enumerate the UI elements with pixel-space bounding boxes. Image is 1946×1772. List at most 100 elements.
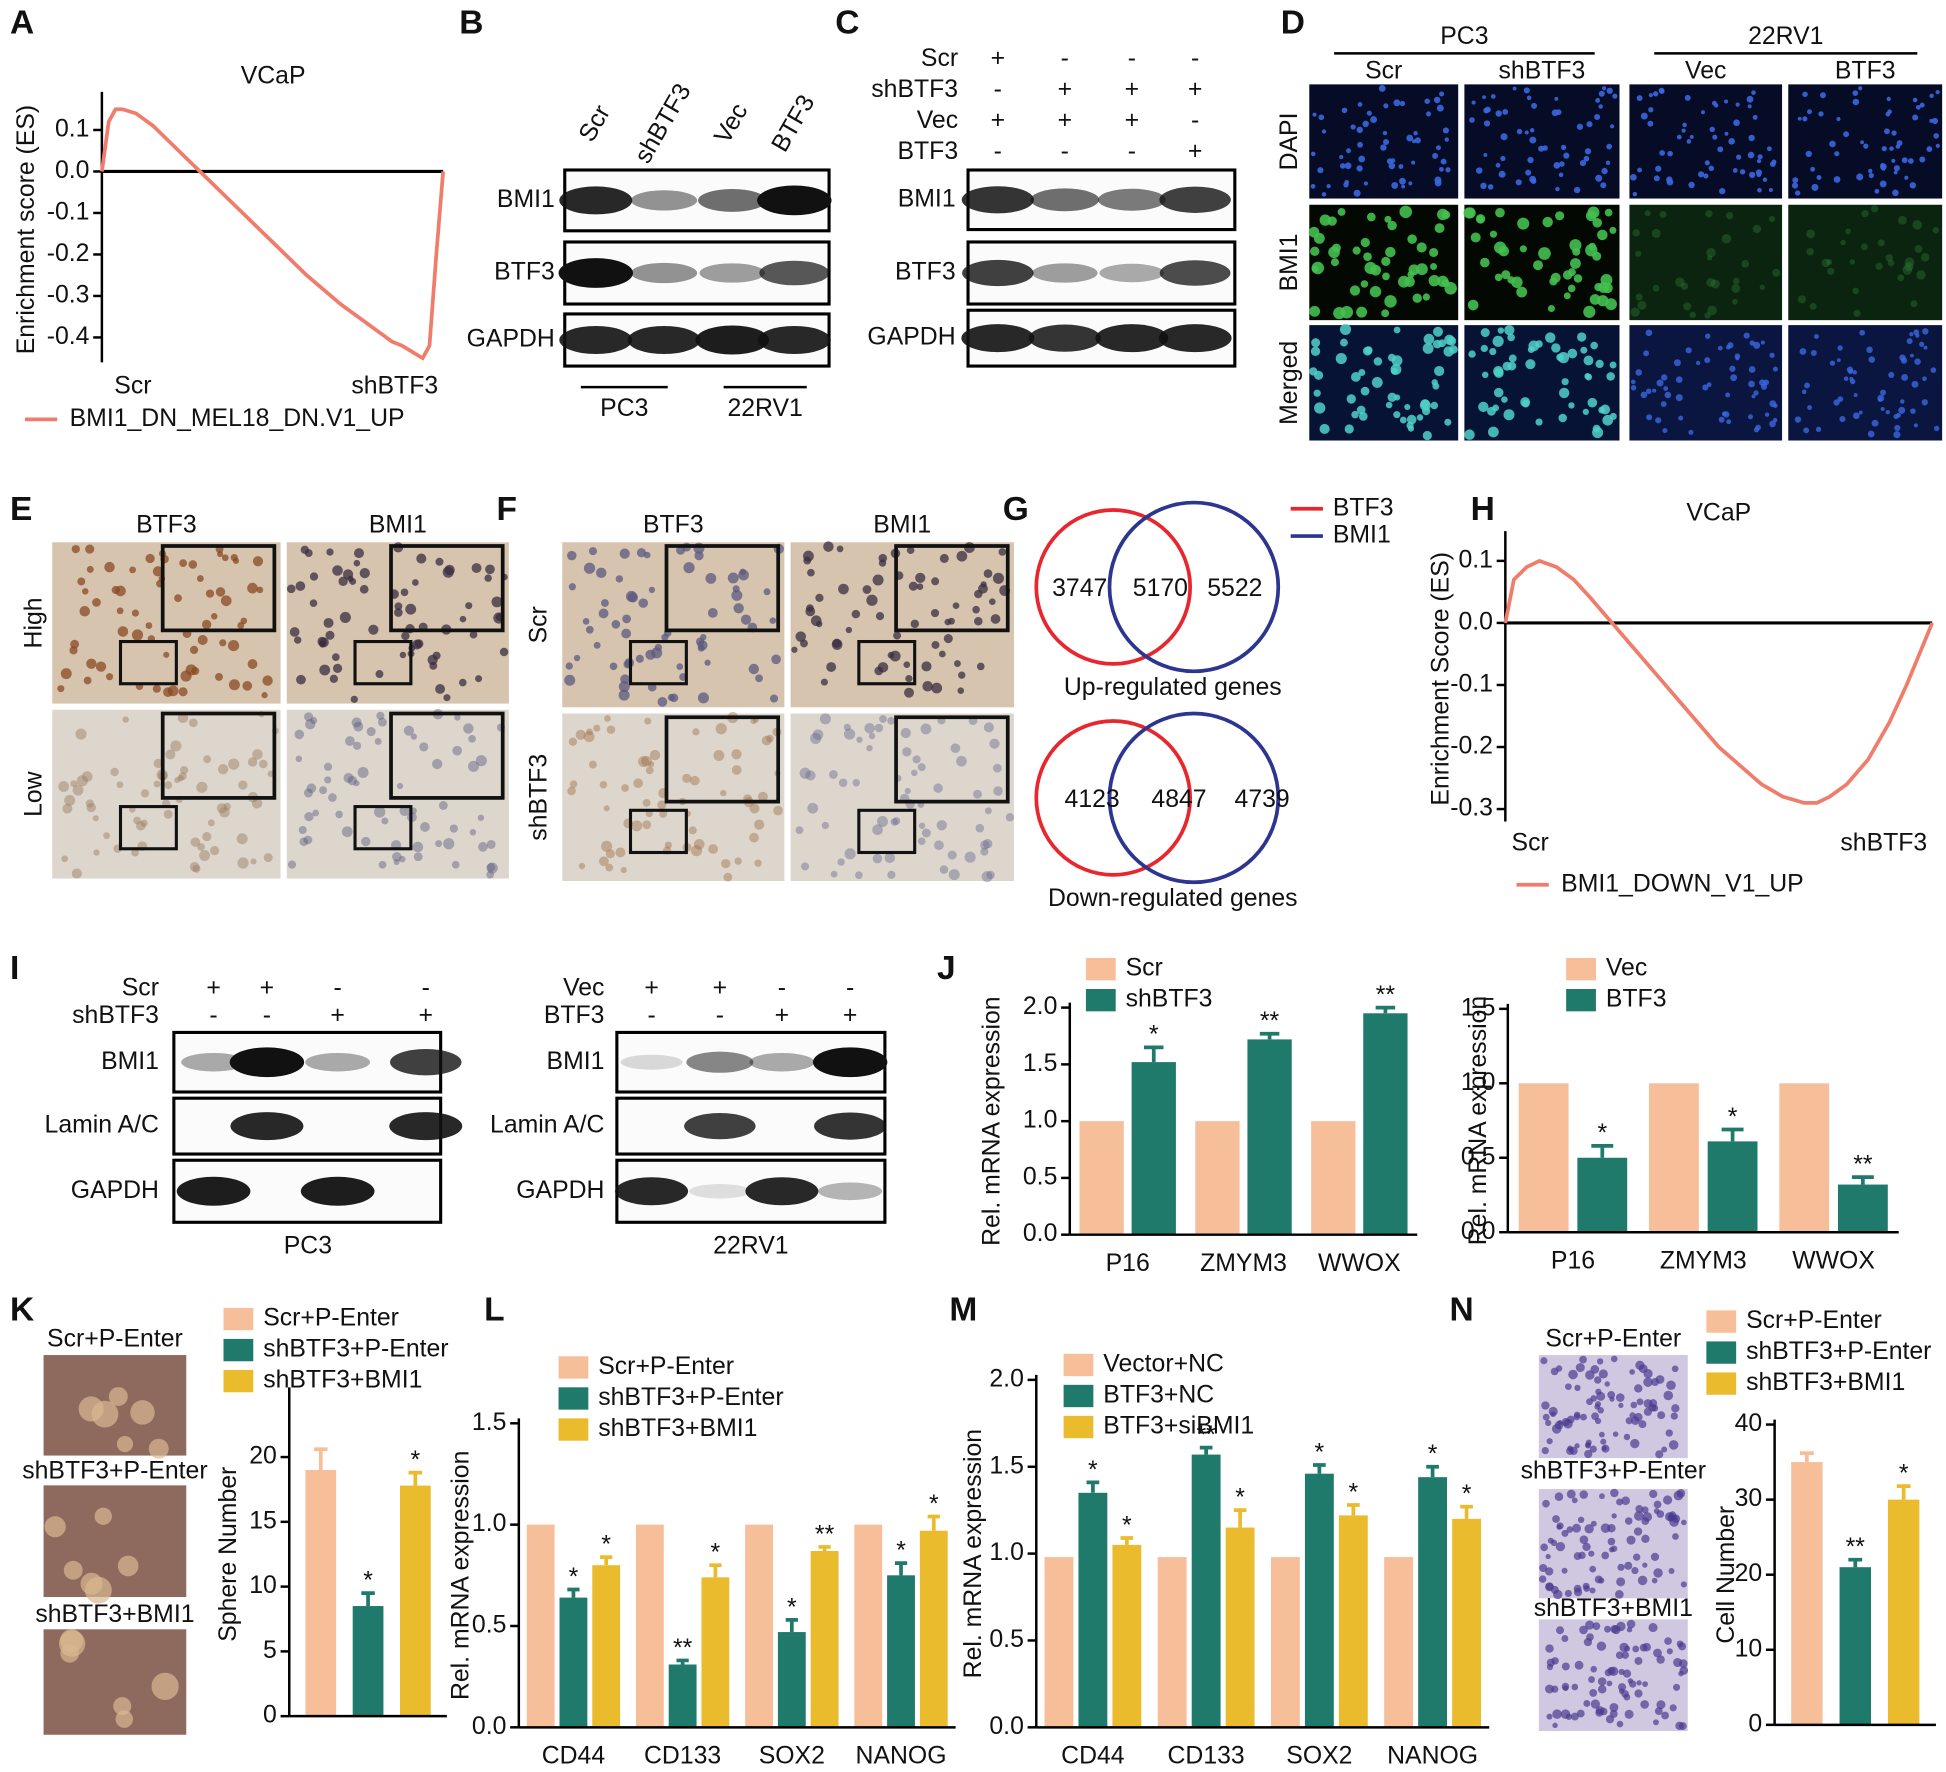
cell xyxy=(240,617,248,625)
cell xyxy=(1874,188,1880,194)
cell xyxy=(1363,181,1369,186)
cell xyxy=(1357,141,1363,148)
cell xyxy=(564,674,576,686)
cell xyxy=(1567,284,1576,293)
cell xyxy=(293,636,302,644)
cell xyxy=(1678,415,1684,421)
cell xyxy=(1622,1669,1632,1678)
cell xyxy=(1681,1519,1687,1526)
cell xyxy=(1632,191,1638,197)
venn-count: 4847 xyxy=(1151,786,1206,813)
cell xyxy=(1393,99,1401,107)
cell xyxy=(1922,376,1927,382)
cell xyxy=(715,723,727,735)
cell xyxy=(312,809,320,817)
cell xyxy=(1911,380,1919,388)
cell xyxy=(771,654,781,665)
cell xyxy=(1900,357,1908,364)
cell xyxy=(1633,1527,1643,1536)
cell xyxy=(1730,374,1738,382)
cell xyxy=(1561,1635,1569,1642)
cell xyxy=(1806,229,1816,239)
cell xyxy=(79,606,90,617)
cell xyxy=(1561,1662,1570,1671)
cell xyxy=(412,841,424,853)
cell xyxy=(178,772,187,781)
significance: ** xyxy=(1846,1534,1866,1561)
cell xyxy=(1853,309,1861,317)
y-tick-label: 0.1 xyxy=(1458,546,1492,573)
cell xyxy=(1867,430,1875,438)
cell xyxy=(900,727,911,739)
cell xyxy=(621,628,632,639)
cell xyxy=(1729,365,1736,372)
cell xyxy=(1852,90,1859,96)
cell xyxy=(1630,385,1637,391)
cell xyxy=(1826,259,1833,266)
cell xyxy=(981,871,993,882)
cell xyxy=(338,576,348,587)
cell xyxy=(93,849,100,856)
cell xyxy=(1885,254,1893,262)
cell xyxy=(1881,166,1886,171)
cell xyxy=(393,608,403,617)
cell xyxy=(1640,1700,1649,1709)
cell xyxy=(1599,1493,1605,1500)
cell xyxy=(916,583,924,591)
cell xyxy=(1656,1700,1666,1710)
bar xyxy=(1195,1121,1240,1235)
cell xyxy=(838,583,849,595)
cell xyxy=(350,695,358,703)
x-end-label: shBTF3 xyxy=(351,373,438,400)
cell xyxy=(376,711,385,720)
cell xyxy=(263,853,273,863)
cell xyxy=(1879,180,1887,188)
condition-sign: - xyxy=(1191,107,1199,134)
cell xyxy=(108,1387,128,1406)
column-label: BTF3 xyxy=(1835,58,1896,85)
cell xyxy=(468,760,480,772)
bar xyxy=(1839,1567,1872,1725)
blot-band xyxy=(630,190,698,211)
y-tick-label: -0.4 xyxy=(47,323,90,350)
cell xyxy=(1416,263,1428,276)
cell xyxy=(1313,389,1321,397)
roi xyxy=(353,639,413,686)
cell xyxy=(1551,343,1561,353)
cell xyxy=(400,588,409,597)
cell xyxy=(1675,376,1683,383)
cell xyxy=(1680,1581,1687,1588)
cell xyxy=(1910,408,1916,414)
cell xyxy=(1468,350,1476,358)
cell xyxy=(1408,181,1413,186)
bar xyxy=(777,1632,806,1728)
cell xyxy=(394,602,403,611)
cell xyxy=(1349,285,1361,296)
cell xyxy=(359,584,369,594)
cell xyxy=(427,654,438,666)
panel-label: F xyxy=(496,491,516,528)
cell xyxy=(1545,1684,1554,1694)
cell xyxy=(1664,391,1672,399)
cell xyxy=(1904,257,1915,267)
cell xyxy=(130,1400,155,1425)
cell xyxy=(1709,126,1715,133)
cell xyxy=(1490,94,1496,99)
legend-label: shBTF3+P-Enter xyxy=(263,1336,448,1363)
cell xyxy=(1504,324,1515,336)
cell xyxy=(328,793,337,802)
cell xyxy=(1658,87,1665,94)
bar xyxy=(1791,1462,1823,1725)
cell xyxy=(115,1710,133,1728)
condition-sign: - xyxy=(1128,45,1136,72)
cell xyxy=(1818,111,1824,117)
error-bar xyxy=(1346,1503,1360,1516)
significance: * xyxy=(929,1491,939,1518)
blot-row-label: GAPDH xyxy=(71,1177,159,1204)
y-tick-label: -0.2 xyxy=(47,240,90,267)
cell xyxy=(1317,167,1324,174)
cell xyxy=(1644,210,1651,217)
cell xyxy=(1428,274,1440,287)
cell xyxy=(1600,182,1607,189)
legend-label: BMI1_DN_MEL18_DN.V1_UP xyxy=(70,405,405,432)
